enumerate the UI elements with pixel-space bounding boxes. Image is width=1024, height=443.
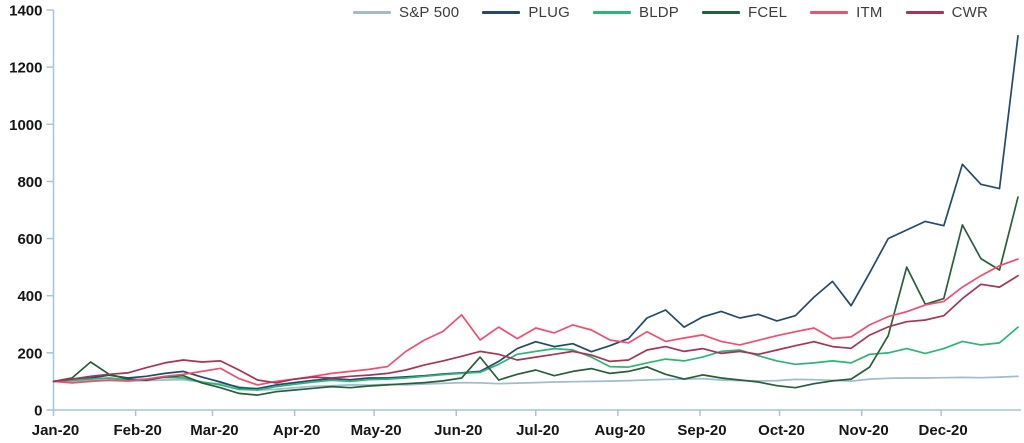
legend-label: CWR — [951, 4, 989, 21]
legend-item-plug: PLUG — [482, 4, 570, 21]
y-axis-tick-label: 600 — [17, 231, 42, 248]
legend-item-fcel: FCEL — [702, 4, 787, 21]
x-axis-tick-label: Sep-20 — [677, 422, 726, 439]
x-axis-tick-label: Jan-20 — [32, 422, 80, 439]
legend-item-cwr: CWR — [905, 4, 989, 21]
legend-item-itm: ITM — [810, 4, 882, 21]
legend-line-swatch — [702, 11, 740, 14]
legend-item-s-p-500: S&P 500 — [353, 4, 459, 21]
x-axis-tick-label: Mar-20 — [190, 422, 238, 439]
legend-line-swatch — [810, 11, 849, 14]
x-axis-tick-label: Feb-20 — [113, 422, 161, 439]
legend-label: BLDP — [639, 4, 679, 21]
legend-line-swatch — [593, 11, 631, 14]
series-line-plug — [52, 34, 1019, 390]
series-line-s-p-500 — [52, 375, 1019, 391]
x-axis-tick-label: Dec-20 — [919, 422, 968, 439]
legend-label: PLUG — [528, 4, 570, 21]
x-axis-tick-label: Aug-20 — [594, 422, 645, 439]
y-axis-tick-label: 800 — [17, 174, 42, 191]
x-axis-tick-label: Jun-20 — [434, 422, 482, 439]
y-axis-tick-label: 0 — [34, 403, 42, 420]
x-axis-tick-label: May-20 — [351, 422, 402, 439]
y-axis-tick-label: 400 — [17, 288, 42, 305]
legend-label: ITM — [856, 4, 883, 21]
legend-label: S&P 500 — [399, 4, 460, 21]
x-axis-tick-label: Nov-20 — [839, 422, 889, 439]
x-axis-tick-label: Oct-20 — [758, 422, 805, 439]
series-line-bldp — [52, 326, 1019, 391]
y-axis-tick-label: 1000 — [9, 117, 42, 134]
legend-line-swatch — [905, 11, 944, 14]
x-axis-tick-label: Apr-20 — [273, 422, 321, 439]
legend-item-bldp: BLDP — [593, 4, 679, 21]
series-line-cwr — [52, 274, 1019, 384]
y-axis-tick-label: 1400 — [9, 3, 42, 20]
chart-legend: S&P 500 PLUG BLDP FCEL ITM CWR — [353, 4, 988, 21]
legend-line-swatch — [482, 11, 521, 14]
legend-line-swatch — [353, 11, 391, 14]
x-axis-tick-label: Jul-20 — [516, 422, 559, 439]
legend-label: FCEL — [748, 4, 788, 21]
y-axis-tick-label: 200 — [17, 345, 42, 362]
series-line-fcel — [52, 196, 1019, 396]
y-axis-tick-label: 1200 — [9, 60, 42, 77]
series-line-itm — [52, 258, 1019, 386]
